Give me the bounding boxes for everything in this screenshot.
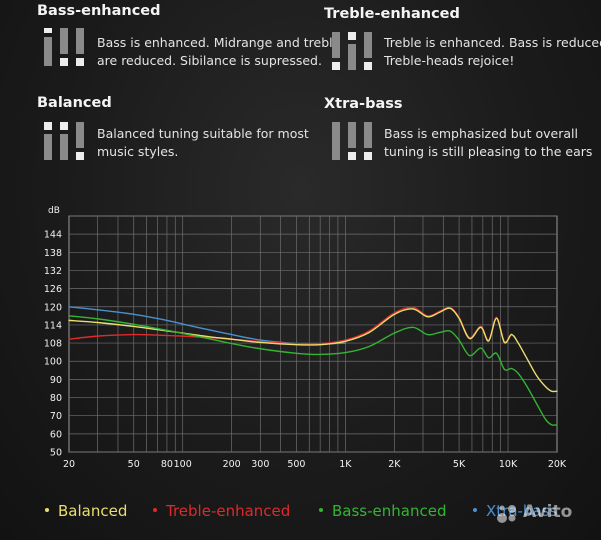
mode-title: Xtra-bass xyxy=(324,96,403,112)
mode-description: Balanced tuning suitable for most music s… xyxy=(97,126,309,159)
y-tick-label: 144 xyxy=(44,230,62,241)
mode-description: Bass is emphasized but overall tuning is … xyxy=(384,126,593,159)
chart-legend: Balanced Treble-enhanced Bass-enhanced X… xyxy=(0,502,601,528)
x-tick-label: 10K xyxy=(499,459,518,470)
legend-item-bass-enhanced: Bass-enhanced xyxy=(319,502,446,520)
x-tick-label: 50 xyxy=(128,459,140,470)
legend-label: Bass-enhanced xyxy=(332,502,447,520)
mode-title: Bass-enhanced xyxy=(37,3,161,19)
x-tick-label: 20K xyxy=(548,459,567,470)
x-tick-label: 5K xyxy=(453,459,466,470)
legend-dot-icon xyxy=(319,507,323,512)
y-tick-label: 60 xyxy=(50,429,62,440)
x-tick-label: 500 xyxy=(287,459,305,470)
y-tick-label: 138 xyxy=(44,248,62,259)
mode-title: Balanced xyxy=(37,95,112,111)
y-tick-label: 100 xyxy=(44,357,62,368)
y-axis-unit-label: dB xyxy=(48,206,60,216)
series-line-balanced xyxy=(68,307,558,393)
x-tick-label: 200 xyxy=(223,459,241,470)
x-tick-label: 1K xyxy=(339,459,352,470)
x-tick-label: 300 xyxy=(251,459,269,470)
legend-dot-icon xyxy=(473,507,477,512)
y-tick-label: 132 xyxy=(44,266,62,277)
balanced-eq-icon xyxy=(44,122,84,160)
mode-description: Treble is enhanced. Bass is reduced. Treb… xyxy=(384,35,601,68)
watermark-text: Avito xyxy=(523,502,573,522)
legend-label: Balanced xyxy=(58,502,128,520)
mode-description: Bass is enhanced. Midrange and treble are… xyxy=(97,35,341,68)
series-line-treble-enhanced xyxy=(68,306,513,345)
x-tick-label: 2K xyxy=(388,459,401,470)
x-tick-label: 80 xyxy=(161,459,173,470)
mode-title: Treble-enhanced xyxy=(324,6,460,22)
x-tick-label: 100 xyxy=(174,459,192,470)
frequency-response-chart: dB 50 60 70 80 90 100 108 114 120 126 132 138 144 20 5… xyxy=(0,198,601,478)
legend-dot-icon xyxy=(45,507,49,512)
bass-enhanced-eq-icon xyxy=(44,28,84,66)
avito-logo-icon xyxy=(497,505,516,523)
y-tick-label: 80 xyxy=(50,393,62,404)
y-tick-label: 114 xyxy=(44,320,62,331)
legend-label: Treble-enhanced xyxy=(166,502,291,520)
y-tick-label: 90 xyxy=(50,375,62,386)
y-tick-label: 108 xyxy=(44,339,62,350)
legend-item-balanced: Balanced xyxy=(45,502,127,520)
legend-dot-icon xyxy=(153,507,157,512)
avito-watermark: Avito xyxy=(495,500,595,528)
y-tick-label: 126 xyxy=(44,284,62,295)
xtra-bass-eq-icon xyxy=(332,122,372,160)
series-line-bass-enhanced xyxy=(68,315,558,426)
x-tick-label: 20 xyxy=(63,459,75,470)
y-tick-label: 50 xyxy=(50,448,62,459)
treble-enhanced-eq-icon xyxy=(332,32,372,70)
y-tick-label: 120 xyxy=(44,302,62,313)
y-tick-label: 70 xyxy=(50,411,62,422)
legend-item-treble-enhanced: Treble-enhanced xyxy=(153,502,290,520)
